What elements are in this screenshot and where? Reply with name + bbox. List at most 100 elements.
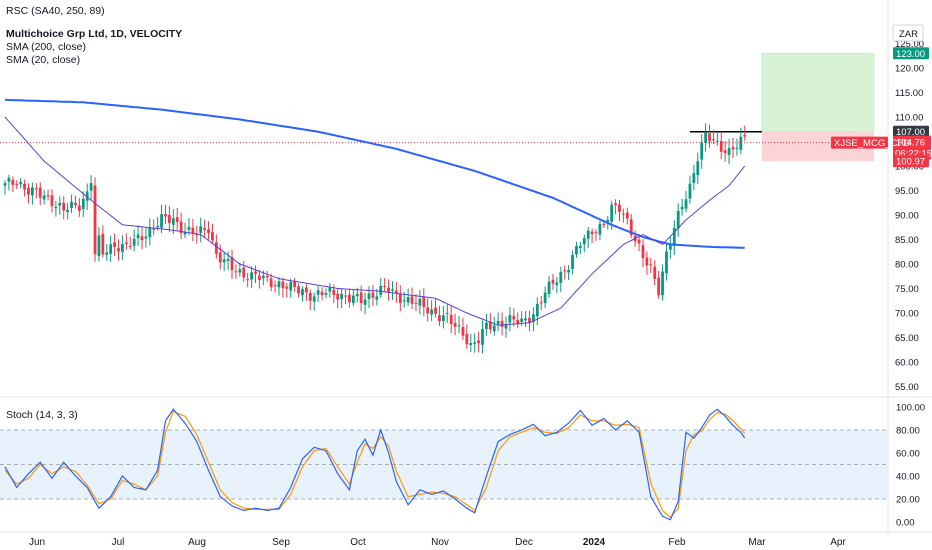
candle-body (434, 307, 437, 314)
candle-body (121, 244, 124, 252)
candle-body (410, 296, 414, 304)
sma200-line (4, 98, 745, 249)
target-zone (761, 53, 875, 132)
candle-body (453, 322, 457, 327)
candle-body (430, 309, 434, 315)
candle-body (731, 147, 735, 150)
target-badge: 123.00 (896, 49, 925, 60)
candle-body (719, 140, 723, 152)
candle-body (625, 212, 629, 219)
candle-body (449, 314, 453, 325)
candle-body (594, 232, 598, 234)
candle-body (653, 266, 657, 280)
candle-body (308, 293, 312, 301)
candle-body (195, 234, 199, 236)
candle-body (426, 307, 430, 314)
candle-body (508, 315, 512, 323)
candle-body (539, 302, 543, 304)
candle-body (477, 340, 480, 344)
candle-body (496, 320, 500, 325)
candle-body (676, 210, 680, 229)
candle-body (637, 239, 641, 244)
stoch-legend[interactable]: Stoch (14, 3, 3) (6, 409, 78, 421)
candle-body (344, 295, 347, 297)
x-tick-label: Mar (748, 537, 766, 548)
candle-body (74, 202, 77, 205)
candle-body (19, 182, 23, 185)
candle-body (492, 325, 496, 332)
candle-body (391, 289, 394, 291)
candle-body (113, 242, 116, 247)
candle-body (81, 198, 85, 209)
candle-body (363, 299, 367, 305)
candle-body (395, 290, 398, 294)
candle-body (665, 251, 668, 274)
candle-body (304, 287, 308, 293)
candle-body (324, 293, 328, 295)
sma20-legend[interactable]: SMA (20, close) (6, 54, 81, 66)
candle-body (38, 187, 42, 198)
candle-body (340, 293, 344, 300)
candle-body (672, 227, 676, 246)
symbol-tag: XJSE_MCG_CFD (834, 138, 910, 149)
candle-body (148, 227, 152, 238)
last-price-badge-bg (893, 135, 931, 160)
candle-body (124, 242, 128, 245)
stop-badge: 100.97 (896, 157, 925, 168)
x-tick-label: Oct (350, 537, 366, 548)
candle-body (171, 218, 175, 225)
symbol-title[interactable]: Multichoice Grp Ltd, 1D, VELOCITY (6, 28, 183, 40)
candle-body (34, 188, 38, 190)
candle-body (547, 281, 551, 295)
x-tick-label: Aug (188, 537, 206, 548)
price-tick-label: 110.00 (895, 113, 923, 124)
candle-body (524, 318, 527, 321)
stoch-tick-label: 60.00 (896, 449, 920, 460)
candle-body (42, 195, 46, 200)
candle-body (606, 219, 610, 224)
candle-body (739, 136, 743, 150)
candle-body (422, 297, 426, 307)
candle-body (645, 257, 649, 266)
candle-body (571, 255, 574, 269)
price-tick-label: 120.00 (895, 64, 924, 75)
candle-body (54, 206, 58, 209)
candle-body (661, 271, 664, 296)
candle-body (582, 238, 586, 245)
candle-body (332, 289, 336, 296)
candle-body (285, 286, 289, 289)
candle-body (27, 187, 30, 195)
candle-body (328, 287, 332, 292)
sma20-line (4, 116, 746, 326)
candle-body (445, 312, 449, 314)
candle-body (222, 259, 226, 263)
sma200-legend[interactable]: SMA (200, close) (6, 41, 86, 53)
candle-body (3, 183, 7, 186)
candle-body (156, 226, 160, 228)
candle-body (371, 292, 375, 298)
candle-body (629, 219, 633, 235)
candle-body (199, 226, 203, 233)
candle-body (15, 183, 19, 185)
candle-body (688, 183, 692, 199)
candle-body (50, 195, 54, 207)
candle-body (277, 281, 281, 288)
candle-body (175, 217, 179, 222)
candle-body (398, 293, 402, 304)
entry-badge-bg (893, 125, 929, 138)
candle-body (485, 322, 488, 329)
candle-body (355, 294, 359, 297)
candle-body (85, 191, 89, 201)
candle-body (226, 258, 230, 261)
candle-body (578, 246, 582, 248)
candle-body (559, 271, 563, 283)
candle-body (465, 333, 469, 345)
candle-body (203, 227, 207, 230)
candle-body (618, 204, 621, 212)
stoch-tick-label: 0.00 (896, 518, 915, 529)
candle-body (234, 271, 238, 273)
candle-body (136, 234, 140, 239)
price-tick-label: 125.00 (895, 39, 924, 50)
price-tick-label: 65.00 (895, 333, 919, 344)
